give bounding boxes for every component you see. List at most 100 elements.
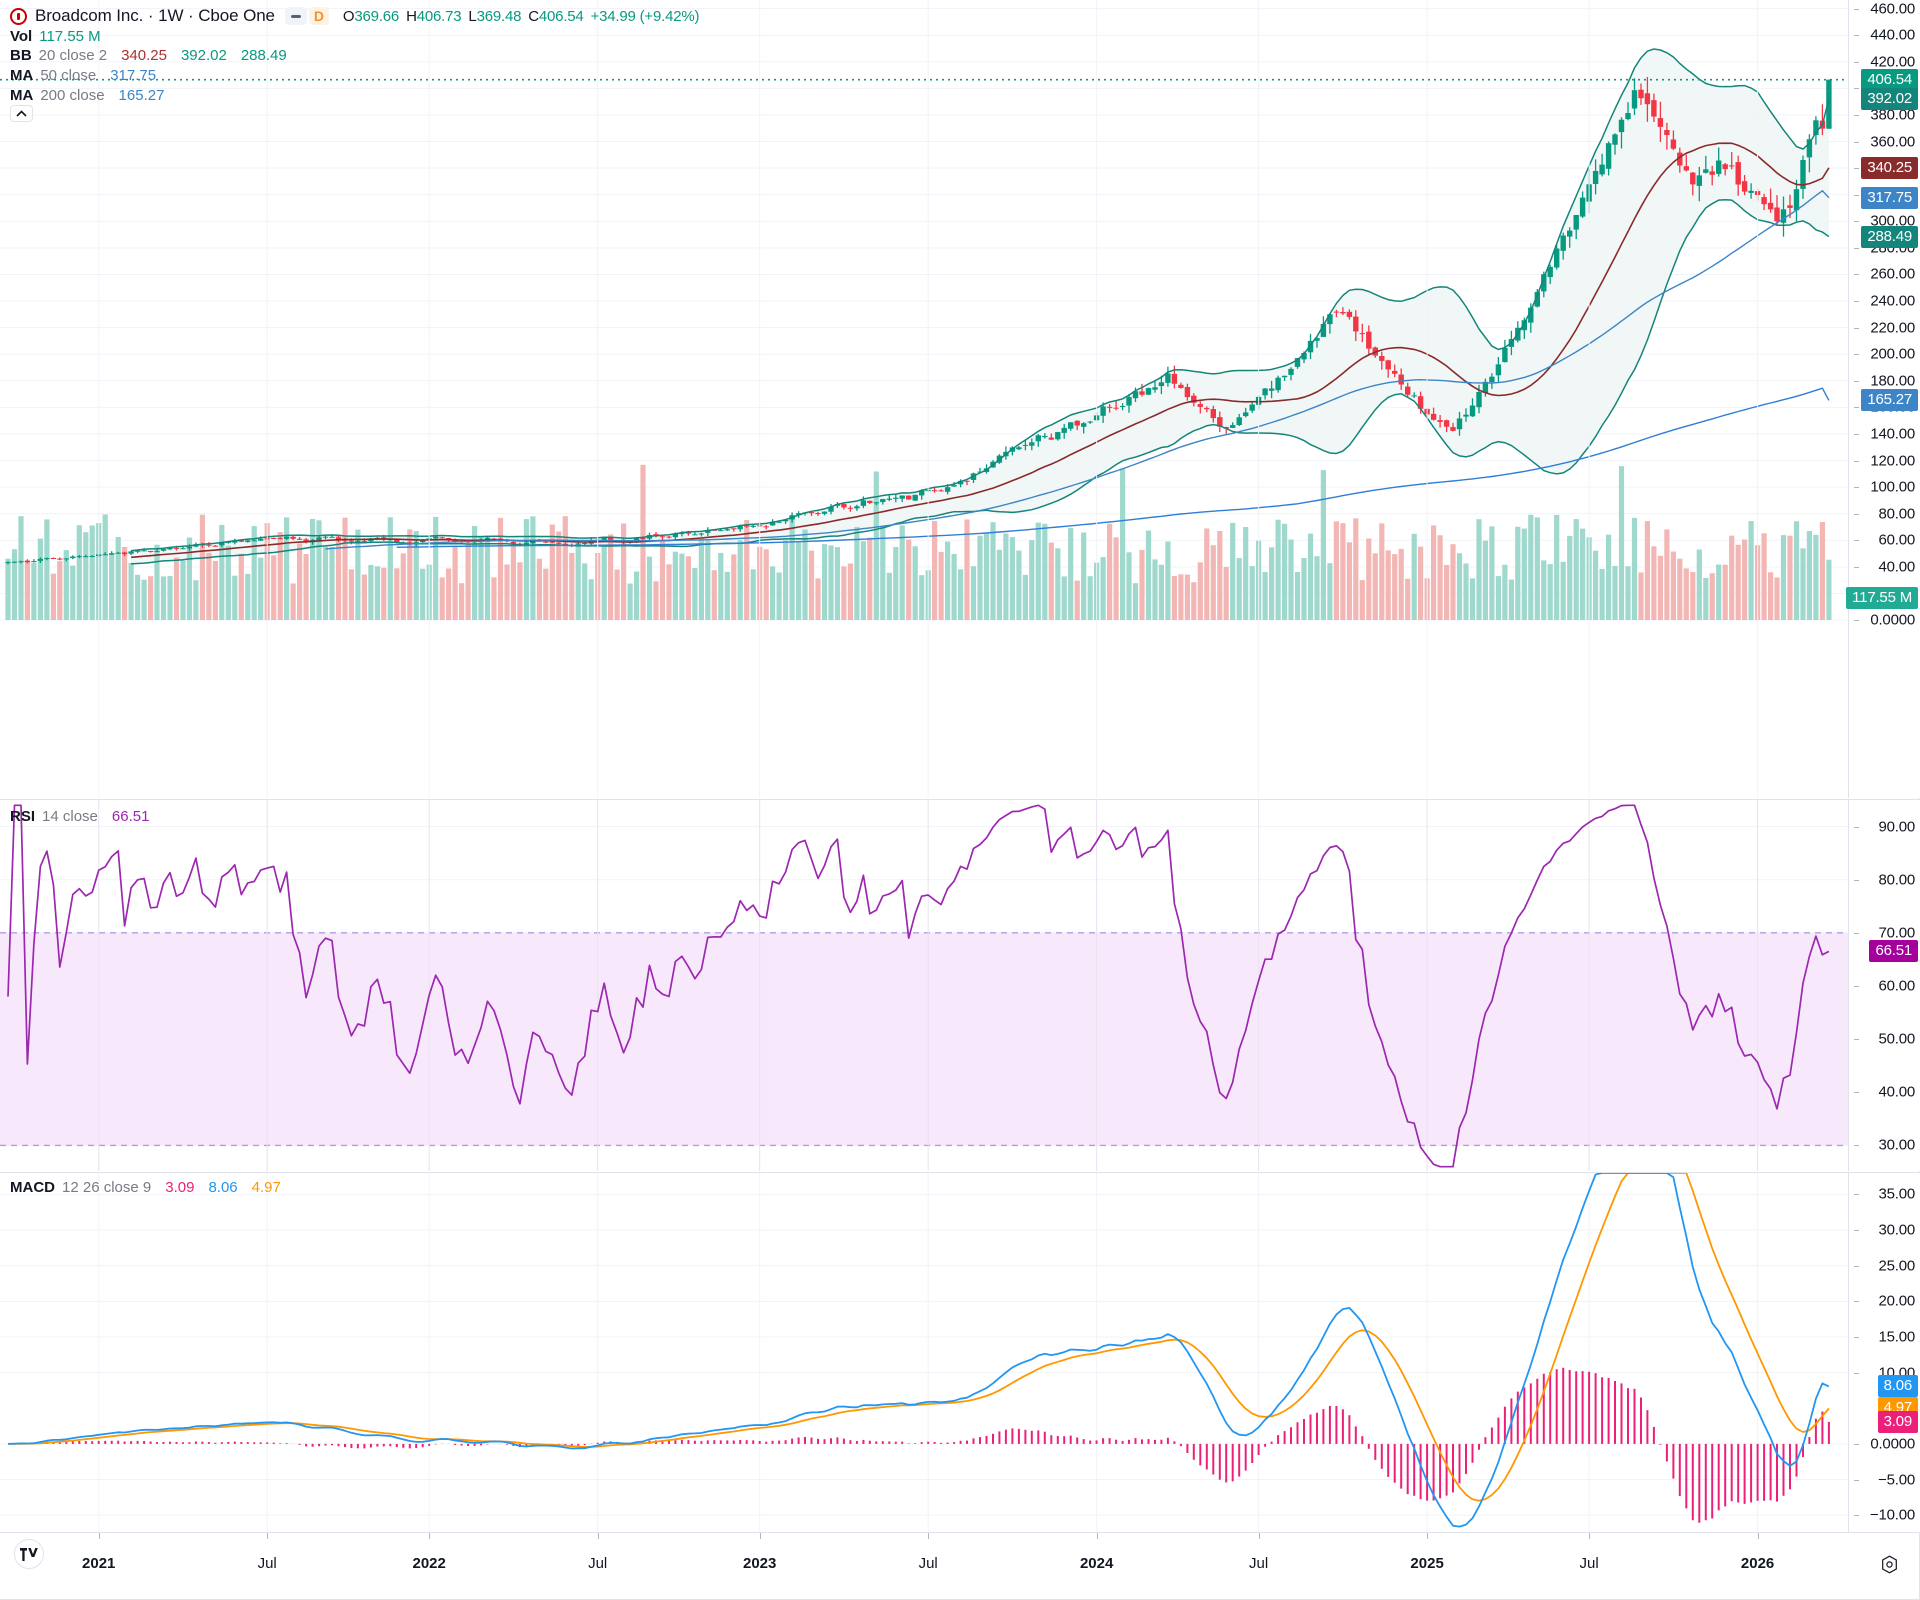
time-axis[interactable]: 2021 Jul 2022 Jul 2023 Jul 2024 Jul 2025 Jul 2026: [0, 1533, 1848, 1600]
price-axis[interactable]: 460.00440.00420.00400.00380.00360.00340.…: [1846, 0, 1920, 798]
macd-axis-label: 20.00: [1878, 1292, 1915, 1310]
macd-axis-label: 0.0000: [1870, 1435, 1915, 1453]
price-axis-tick: [1854, 513, 1859, 515]
price-axis-label: 200.00: [1870, 345, 1915, 363]
rsi-axis[interactable]: 90.00 80.00 70.00 60.00 50.00 40.00 30.00 66.51: [1848, 800, 1920, 1171]
rsi-axis-label: 90.00: [1878, 818, 1915, 836]
price-axis-tick: [1854, 141, 1859, 143]
time-axis-label: Jul: [257, 1555, 277, 1572]
macd-axis-label: −10.00: [1869, 1506, 1915, 1524]
macd-axis-label: 25.00: [1878, 1257, 1915, 1275]
price-axis-tick: [1854, 407, 1859, 409]
price-axis-tick: [1854, 460, 1859, 462]
time-axis-tick: [1096, 1533, 1098, 1539]
crosshair-settings-icon[interactable]: [1878, 1553, 1900, 1575]
time-axis-tick: [1589, 1533, 1591, 1539]
price-axis-tick: [1854, 221, 1859, 223]
tradingview-logo-icon[interactable]: [14, 1539, 44, 1569]
time-axis-label: 2024: [1079, 1555, 1114, 1572]
macd-axis-value-pill[interactable]: 3.09: [1877, 1410, 1918, 1433]
price-axis-label: 380.00: [1870, 106, 1915, 124]
time-axis-tick: [597, 1533, 599, 1539]
macd-axis-tick: [1854, 1443, 1859, 1445]
price-axis-value-pill[interactable]: 317.75: [1861, 186, 1918, 209]
price-axis-label: 360.00: [1870, 133, 1915, 151]
price-axis-tick: [1854, 247, 1859, 249]
macd-axis-tick: [1854, 1372, 1859, 1374]
price-axis-label: 220.00: [1870, 319, 1915, 337]
macd-pane: MACD 12 26 close 9 3.09 8.06 4.97 35.00 30.00…: [0, 1172, 1920, 1532]
rsi-axis-value-pill[interactable]: 66.51: [1869, 940, 1918, 963]
price-axis-tick: [1854, 566, 1859, 568]
time-axis-tick: [1427, 1533, 1429, 1539]
rsi-plot-area[interactable]: [0, 800, 1848, 1171]
price-axis-tick: [1854, 194, 1859, 196]
time-axis-label: 2023: [742, 1555, 777, 1572]
rsi-axis-label: 80.00: [1878, 871, 1915, 889]
price-axis-label: 100.00: [1870, 478, 1915, 496]
price-axis-tick: [1854, 61, 1859, 63]
price-axis-label: 180.00: [1870, 372, 1915, 390]
macd-axis-tick: [1854, 1479, 1859, 1481]
rsi-axis-label: 40.00: [1878, 1083, 1915, 1101]
price-axis-tick: [1854, 88, 1859, 90]
macd-axis-value-pill[interactable]: 8.06: [1877, 1375, 1918, 1398]
time-axis-label: 2021: [82, 1555, 116, 1572]
rsi-axis-tick: [1854, 1039, 1859, 1041]
price-axis-value-pill[interactable]: 340.25: [1861, 156, 1918, 179]
time-axis-label: 2025: [1410, 1555, 1444, 1572]
chevron-up-icon[interactable]: [10, 105, 33, 122]
price-axis-tick: [1854, 274, 1859, 276]
rsi-axis-tick: [1854, 826, 1859, 828]
price-axis-value-pill[interactable]: 117.55 M: [1846, 587, 1918, 609]
price-axis-label: 60.00: [1878, 531, 1915, 549]
macd-axis-tick: [1854, 1301, 1859, 1303]
price-axis-value-pill[interactable]: 392.02: [1861, 87, 1918, 110]
rsi-axis-label: 60.00: [1878, 977, 1915, 995]
price-axis-tick: [1854, 540, 1859, 542]
rsi-axis-label: 30.00: [1878, 1136, 1915, 1154]
time-axis-pane[interactable]: 2021 Jul 2022 Jul 2023 Jul 2024 Jul 2025 Jul 2026: [0, 1532, 1920, 1600]
macd-axis-tick: [1854, 1265, 1859, 1267]
macd-axis-tick: [1854, 1194, 1859, 1196]
rsi-axis-label: 70.00: [1878, 924, 1915, 942]
price-axis-tick: [1854, 620, 1859, 621]
time-axis-label: Jul: [588, 1555, 608, 1572]
macd-axis-tick: [1854, 1230, 1859, 1232]
macd-axis-label: 35.00: [1878, 1185, 1915, 1203]
price-axis-label: 460.00: [1870, 0, 1915, 18]
price-axis-label: 40.00: [1878, 558, 1915, 576]
price-axis-value-pill[interactable]: 288.49: [1861, 225, 1918, 248]
price-axis-tick: [1854, 114, 1859, 116]
price-axis-value-pill[interactable]: 165.27: [1861, 389, 1918, 412]
price-plot-area[interactable]: [0, 0, 1848, 798]
macd-axis-label: 15.00: [1878, 1328, 1915, 1346]
price-axis-tick: [1854, 35, 1859, 37]
rsi-axis-tick: [1854, 879, 1859, 881]
time-axis-tick: [267, 1533, 269, 1539]
rsi-axis-label: 50.00: [1878, 1030, 1915, 1048]
macd-plot-area[interactable]: [0, 1173, 1848, 1532]
price-axis-label: 120.00: [1870, 452, 1915, 470]
price-pane: Broadcom Inc. · 1W · Cboe One D O369.66 H…: [0, 0, 1920, 798]
time-axis-tick: [1757, 1533, 1759, 1539]
macd-axis-tick: [1854, 1336, 1859, 1338]
macd-axis[interactable]: 35.00 30.00 25.00 20.00 15.00 10.00 0.0000 −5.0…: [1848, 1173, 1920, 1532]
time-axis-label: Jul: [1249, 1555, 1269, 1572]
rsi-pane: RSI 14 close 66.51 90.00 80.00 70.00 60.00 50.…: [0, 799, 1920, 1171]
price-axis-tick: [1854, 301, 1859, 303]
time-axis-tick: [98, 1533, 100, 1539]
rsi-axis-tick: [1854, 932, 1859, 934]
price-axis-tick: [1854, 168, 1859, 170]
time-axis-label: Jul: [918, 1555, 938, 1572]
price-axis-value-pill[interactable]: 406.54: [1861, 68, 1918, 91]
rsi-axis-tick: [1854, 986, 1859, 987]
rsi-axis-tick: [1854, 1145, 1859, 1147]
macd-axis-label: −5.00: [1878, 1471, 1915, 1489]
time-axis-tick: [928, 1533, 930, 1539]
price-axis-label: 0.0000: [1870, 611, 1915, 629]
price-axis-label: 260.00: [1870, 265, 1915, 283]
price-axis-tick: [1854, 8, 1859, 10]
time-axis-label: 2022: [412, 1555, 446, 1572]
